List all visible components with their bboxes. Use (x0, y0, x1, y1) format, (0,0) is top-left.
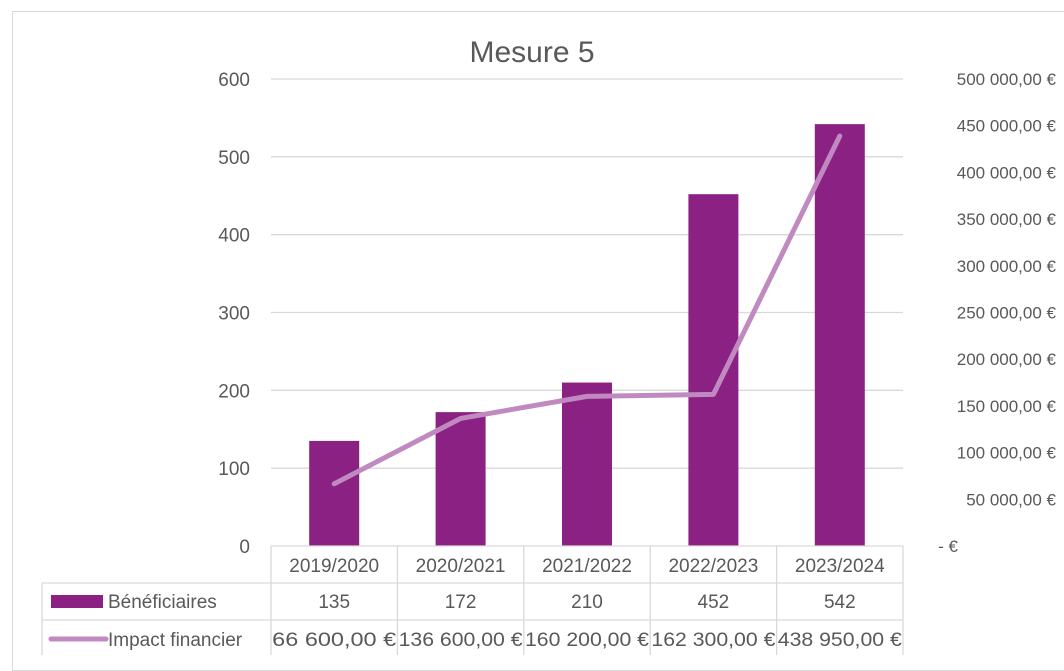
category-label: 2022/2023 (668, 556, 758, 577)
bar (309, 441, 359, 546)
table-cell-beneficiaires: 210 (571, 592, 603, 613)
legend-label-beneficiaires: Bénéficiaires (108, 592, 217, 613)
category-label: 2021/2022 (542, 556, 632, 577)
category-label: 2019/2020 (289, 556, 379, 577)
right-tick-label: 250 000,00 € (957, 304, 1057, 323)
category-label: 2020/2021 (416, 556, 506, 577)
left-tick-label: 300 (218, 304, 250, 325)
left-axis-ticks: 0 100 200 300 400 500 600 (218, 70, 250, 558)
left-tick-label: 0 (239, 537, 250, 558)
data-table: 2019/2020 2020/2021 2021/2022 2022/2023 2023… (42, 546, 903, 655)
right-tick-label: 100 000,00 € (957, 444, 1057, 463)
left-tick-label: 400 (218, 226, 250, 247)
legend-label-impact: Impact financier (108, 630, 243, 651)
table-cell-beneficiaires: 172 (445, 592, 477, 613)
right-tick-label: 350 000,00 € (957, 210, 1057, 229)
left-tick-label: 600 (218, 70, 250, 91)
bar (688, 194, 738, 546)
left-tick-label: 100 (218, 459, 250, 480)
legend-swatch-beneficiaires (51, 595, 103, 608)
right-tick-label: 500 000,00 € (957, 70, 1057, 89)
bar (562, 383, 612, 546)
right-tick-label: 450 000,00 € (957, 117, 1057, 136)
right-tick-label: 50 000,00 € (966, 490, 1056, 509)
table-cell-beneficiaires: 135 (318, 592, 350, 613)
category-label: 2023/2024 (795, 556, 885, 577)
bar (815, 124, 865, 546)
table-cell-impact: 162 300,00 € (651, 630, 775, 651)
bar (436, 412, 486, 546)
table-cell-impact: 438 950,00 € (778, 630, 902, 651)
right-axis-ticks: - € 50 000,00 € 100 000,00 € 150 000,00 € 20… (938, 70, 1056, 556)
table-cell-beneficiaires: 452 (698, 592, 730, 613)
right-tick-label: 300 000,00 € (957, 257, 1057, 276)
table-cell-impact: 66 600,00 € (272, 630, 397, 651)
table-cell-beneficiaires: 542 (824, 592, 856, 613)
right-tick-label: - € (938, 537, 958, 556)
right-tick-label: 400 000,00 € (957, 163, 1057, 182)
table-cell-impact: 160 200,00 € (525, 630, 649, 651)
combo-chart: 0 100 200 300 400 500 600 - € 50 000,00 € 100 00… (0, 0, 1064, 655)
table-cell-impact: 136 600,00 € (399, 630, 523, 651)
right-tick-label: 200 000,00 € (957, 350, 1057, 369)
left-tick-label: 200 (218, 381, 250, 402)
bar-series (309, 124, 865, 546)
right-tick-label: 150 000,00 € (957, 397, 1057, 416)
left-tick-label: 500 (218, 148, 250, 169)
